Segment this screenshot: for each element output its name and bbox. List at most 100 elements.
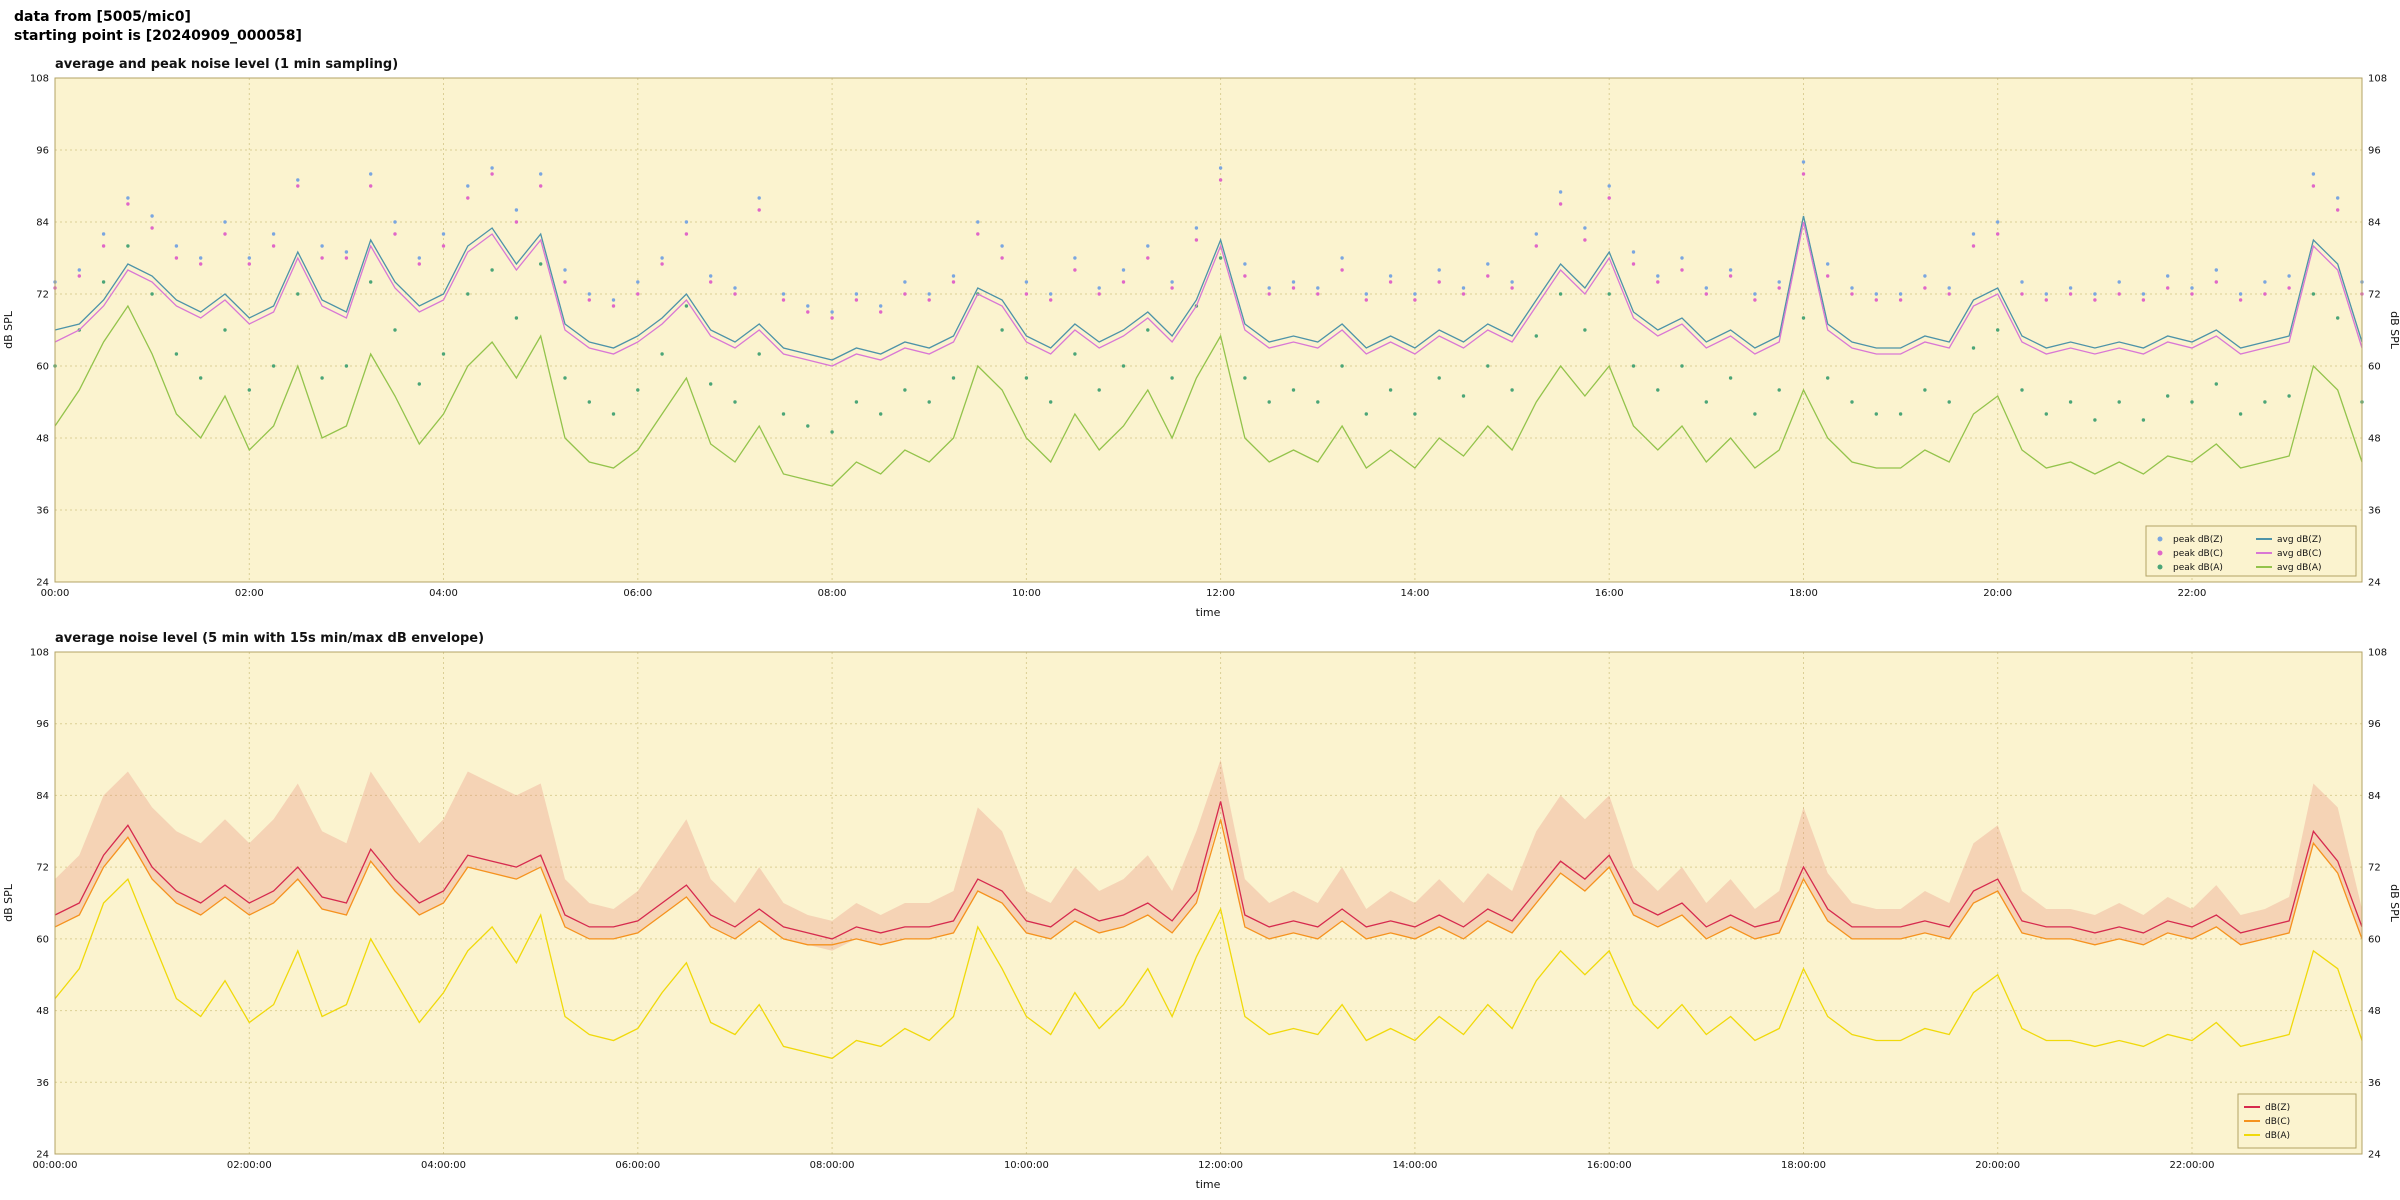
legend-label: peak dB(Z) <box>2173 535 2223 545</box>
svg-text:02:00: 02:00 <box>235 588 264 599</box>
series-db-a <box>54 877 2363 1060</box>
svg-text:36: 36 <box>36 1078 49 1089</box>
legend-label: peak dB(A) <box>2173 563 2223 573</box>
svg-text:02:00:00: 02:00:00 <box>227 1160 272 1171</box>
svg-text:60: 60 <box>36 934 49 945</box>
svg-text:96: 96 <box>2368 146 2381 157</box>
svg-text:72: 72 <box>36 863 49 874</box>
svg-text:20:00: 20:00 <box>1983 588 2012 599</box>
legend-marker-icon <box>2157 564 2163 570</box>
svg-text:24: 24 <box>2368 578 2381 589</box>
chart-top-container: 24 24 36 36 48 48 60 60 72 72 84 84 96 96 108 108 00:00 0… <box>0 52 2400 628</box>
series-peak-db-a <box>53 244 2364 434</box>
series-avg-db-a <box>54 304 2363 487</box>
svg-text:72: 72 <box>2368 863 2381 874</box>
svg-text:22:00:00: 22:00:00 <box>2170 1160 2215 1171</box>
svg-text:14:00: 14:00 <box>1400 588 1429 599</box>
svg-text:108: 108 <box>2368 74 2387 85</box>
svg-text:84: 84 <box>36 791 49 802</box>
svg-text:06:00: 06:00 <box>623 588 652 599</box>
legend-label: avg dB(A) <box>2277 563 2321 573</box>
y-axis-title-right-top: dB SPL <box>2388 311 2400 350</box>
svg-text:12:00:00: 12:00:00 <box>1198 1160 1243 1171</box>
svg-text:18:00: 18:00 <box>1789 588 1818 599</box>
svg-text:36: 36 <box>2368 506 2381 517</box>
series-avg-db-c <box>54 221 2363 367</box>
chart-top-title: average and peak noise level (1 min samp… <box>55 57 398 72</box>
series-peak-db-c <box>53 172 2364 320</box>
svg-text:08:00:00: 08:00:00 <box>810 1160 855 1171</box>
y-tick-labels: 24 24 36 36 48 48 60 60 72 72 84 84 96 96 108 108 <box>30 648 2387 1161</box>
series-avg-db-z <box>54 215 2363 361</box>
svg-text:04:00:00: 04:00:00 <box>421 1160 466 1171</box>
series-min-max-db-envelope <box>55 759 2362 951</box>
svg-text:00:00:00: 00:00:00 <box>33 1160 78 1171</box>
y-tick-labels: 24 24 36 36 48 48 60 60 72 72 84 84 96 96 108 108 <box>30 74 2387 589</box>
legend-label: dB(C) <box>2265 1117 2290 1127</box>
svg-text:16:00: 16:00 <box>1595 588 1624 599</box>
svg-text:84: 84 <box>36 218 49 229</box>
svg-text:00:00: 00:00 <box>41 588 70 599</box>
plot-background <box>55 652 2362 1154</box>
chart-bottom-container: 24 24 36 36 48 48 60 60 72 72 84 84 96 96 108 108 00:00:… <box>0 628 2400 1200</box>
svg-text:10:00:00: 10:00:00 <box>1004 1160 1049 1171</box>
legend-label: peak dB(C) <box>2173 549 2223 559</box>
svg-text:84: 84 <box>2368 791 2381 802</box>
svg-text:96: 96 <box>36 146 49 157</box>
svg-text:108: 108 <box>30 74 49 85</box>
svg-text:60: 60 <box>2368 362 2381 373</box>
legend: dB(Z) dB(C) dB(A) <box>2237 1093 2357 1149</box>
svg-text:48: 48 <box>36 434 49 445</box>
svg-text:108: 108 <box>30 648 49 659</box>
svg-text:24: 24 <box>36 578 49 589</box>
plot-background <box>55 78 2362 582</box>
svg-text:36: 36 <box>2368 1078 2381 1089</box>
svg-text:10:00: 10:00 <box>1012 588 1041 599</box>
legend-label: avg dB(C) <box>2277 549 2322 559</box>
svg-text:84: 84 <box>2368 218 2381 229</box>
x-axis-title-top: time <box>1196 606 1221 619</box>
svg-text:24: 24 <box>2368 1150 2381 1161</box>
y-axis-title-right-bottom: dB SPL <box>2388 884 2400 923</box>
chart-bottom-title: average noise level (5 min with 15s min/… <box>55 631 484 646</box>
svg-text:96: 96 <box>36 719 49 730</box>
legend-marker-icon <box>2157 550 2163 556</box>
series-db-z <box>54 801 2363 940</box>
svg-text:48: 48 <box>36 1006 49 1017</box>
svg-text:72: 72 <box>36 290 49 301</box>
svg-text:48: 48 <box>2368 434 2381 445</box>
legend-label: avg dB(Z) <box>2277 535 2322 545</box>
svg-text:12:00: 12:00 <box>1206 588 1235 599</box>
plot-frame <box>54 651 2363 1155</box>
series-peak-db-z <box>53 160 2364 314</box>
header-data-source: data from [5005/mic0] <box>14 9 191 25</box>
svg-text:18:00:00: 18:00:00 <box>1781 1160 1826 1171</box>
svg-text:08:00: 08:00 <box>818 588 847 599</box>
x-axis-title-bottom: time <box>1196 1178 1221 1191</box>
noise-chart-bottom-canvas: 24 24 36 36 48 48 60 60 72 72 84 84 96 96 108 108 00:00:… <box>2 631 2400 1191</box>
svg-text:60: 60 <box>2368 934 2381 945</box>
legend-box <box>2145 525 2357 577</box>
plot-area-bottom: 24 24 36 36 48 48 60 60 72 72 84 84 96 96 108 108 00:00:… <box>30 648 2387 1172</box>
svg-text:108: 108 <box>2368 648 2387 659</box>
svg-text:16:00:00: 16:00:00 <box>1587 1160 1632 1171</box>
header: data from [5005/mic0] starting point is … <box>14 8 302 46</box>
svg-text:04:00: 04:00 <box>429 588 458 599</box>
svg-text:14:00:00: 14:00:00 <box>1392 1160 1437 1171</box>
y-axis-title-left-top: dB SPL <box>2 310 15 349</box>
plot-frame <box>54 77 2363 583</box>
legend-label: dB(A) <box>2265 1131 2290 1141</box>
svg-text:24: 24 <box>36 1150 49 1161</box>
y-axis-title-left-bottom: dB SPL <box>2 883 15 922</box>
legend-marker-icon <box>2157 536 2163 542</box>
legend: peak dB(Z) peak dB(C) peak dB(A) avg dB(Z) a… <box>2145 525 2357 577</box>
svg-text:48: 48 <box>2368 1006 2381 1017</box>
svg-text:22:00: 22:00 <box>2178 588 2207 599</box>
header-starting-point: starting point is [20240909_000058] <box>14 27 302 44</box>
svg-text:06:00:00: 06:00:00 <box>615 1160 660 1171</box>
svg-text:60: 60 <box>36 362 49 373</box>
x-tick-labels: 00:00:00 02:00:00 04:00:00 06:00:00 08:00:00… <box>33 1160 2215 1171</box>
svg-text:96: 96 <box>2368 719 2381 730</box>
